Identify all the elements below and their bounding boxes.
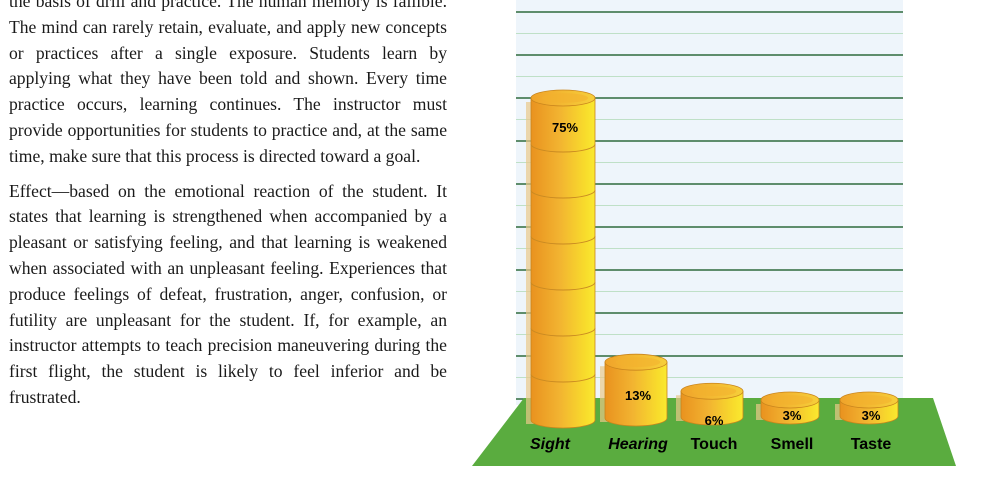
bar-body xyxy=(680,390,744,426)
bar-smell xyxy=(756,391,820,425)
bar-body xyxy=(530,97,596,429)
value-label: 75% xyxy=(552,120,578,135)
paragraph-effect: Effect—based on the emotional reaction o… xyxy=(9,180,447,407)
bar-segment-line xyxy=(530,281,596,291)
value-label: 3% xyxy=(783,408,802,423)
category-label: Touch xyxy=(691,436,738,453)
bar-segment-line xyxy=(530,327,596,337)
bar-segment-line xyxy=(530,143,596,153)
bar-taste xyxy=(835,391,899,425)
category-label: Sight xyxy=(530,436,571,453)
chart-canvas: 75% Sight 13% Hearing 6% Touch 3% Smell 3% Taste xyxy=(472,0,956,466)
bar-sight xyxy=(526,89,596,429)
bar-segment-line xyxy=(530,373,596,383)
bar-shadow xyxy=(835,404,843,420)
category-label: Smell xyxy=(771,436,814,453)
body-text: the basis of drill and practice. The hum… xyxy=(9,0,447,420)
bar-shadow xyxy=(756,404,764,420)
value-label: 13% xyxy=(625,388,651,403)
bar-top-inner xyxy=(541,93,589,103)
category-label: Taste xyxy=(851,436,892,453)
bar-shadow xyxy=(526,102,534,424)
bar-touch xyxy=(676,382,744,426)
bar-top-inner xyxy=(771,395,813,405)
paragraph-practice: the basis of drill and practice. The hum… xyxy=(9,0,447,166)
bar-shadow xyxy=(676,395,684,421)
bar-top-inner xyxy=(615,357,661,367)
value-label: 3% xyxy=(862,408,881,423)
bar-top-inner xyxy=(850,395,892,405)
category-label: Hearing xyxy=(608,436,668,453)
bar-shadow xyxy=(600,366,608,422)
bar-body xyxy=(604,361,668,427)
value-label: 6% xyxy=(705,413,724,428)
bar-segment-line xyxy=(530,189,596,199)
bar-hearing xyxy=(600,353,668,427)
bar-top-inner xyxy=(691,386,737,397)
senses-learning-chart: 75% Sight 13% Hearing 6% Touch 3% Smell 3% Taste xyxy=(466,0,993,484)
bar-segment-line xyxy=(530,235,596,245)
